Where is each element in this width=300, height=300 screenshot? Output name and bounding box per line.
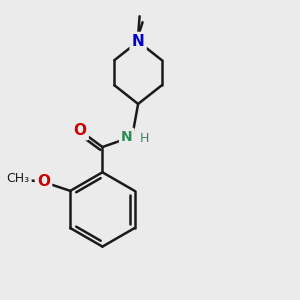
Text: N: N [132,34,145,49]
Text: O: O [37,175,50,190]
Text: H: H [140,132,149,145]
Text: CH₃: CH₃ [7,172,30,185]
Text: N: N [121,130,133,144]
Text: O: O [74,123,87,138]
